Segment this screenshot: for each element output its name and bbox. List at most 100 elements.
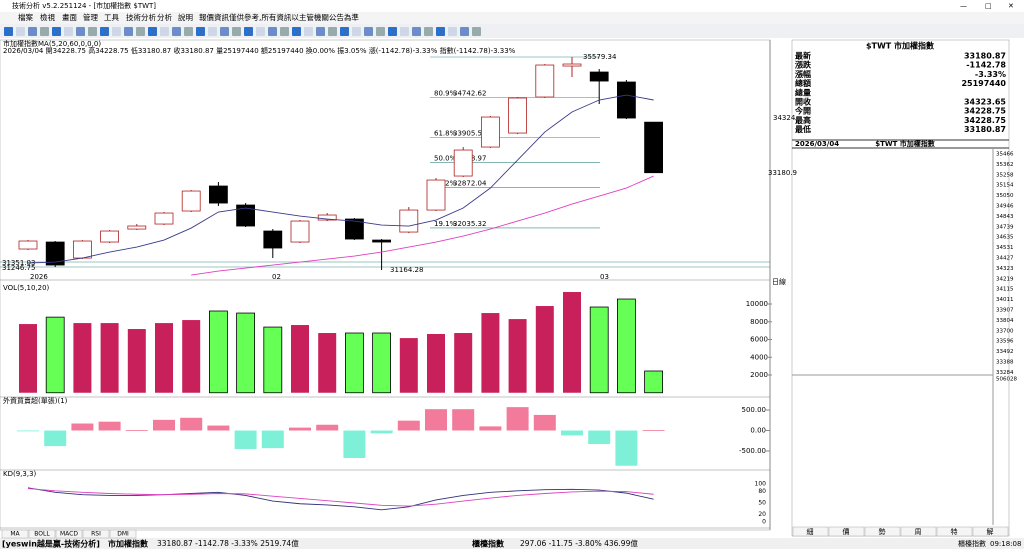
toolbar-button[interactable] [208,27,217,36]
toolbar-button[interactable] [412,27,421,36]
maximize[interactable]: □ [985,2,992,10]
minute-tab[interactable] [900,526,937,537]
minute-tab-label[interactable]: 解 [987,527,994,536]
minimize[interactable]: — [960,2,967,10]
toolbar-button[interactable] [232,27,241,36]
volume-bar [535,306,554,393]
toolbar-button[interactable] [448,27,457,36]
toolbar-button[interactable] [244,27,253,36]
toolbar-button[interactable] [388,27,397,36]
candle-body [372,239,392,243]
foreign-bar [261,430,284,449]
fib-pct: 50.0% [434,155,457,163]
minute-tab-label[interactable]: 價 [843,527,850,536]
toolbar-button[interactable] [424,27,433,36]
tab-label[interactable]: BOLL [34,531,50,538]
minute-scale: 34115 [996,287,1014,293]
toolbar-button[interactable] [340,27,349,36]
toolbar-button[interactable] [76,27,85,36]
toolbar-button[interactable] [220,27,229,36]
y-tick-label: 6000 [750,336,768,344]
minute-tab-label[interactable]: 勢 [879,527,886,536]
toolbar-button[interactable] [172,27,181,36]
toolbar-button[interactable] [52,27,61,36]
toolbar-button[interactable] [112,27,121,36]
toolbar-button[interactable] [196,27,205,36]
tab-label[interactable]: DMI [117,531,129,538]
toolbar-button[interactable] [436,27,445,36]
toolbar-button[interactable] [328,27,337,36]
toolbar-button[interactable] [316,27,325,36]
tab[interactable] [28,529,56,539]
minute-tab[interactable] [972,526,1009,537]
menu-item[interactable]: 檢視 [40,12,55,22]
price-axis-label: 33180.9 [768,169,797,177]
toolbar-button[interactable] [64,27,73,36]
menu-item[interactable]: 分析 [157,12,172,22]
menu-item[interactable]: 報價資訊僅供參考,所有資訊以主管機關公告為準 [199,12,359,22]
toolbar-button[interactable] [352,27,361,36]
toolbar-button[interactable] [100,27,109,36]
minute-tab[interactable] [828,526,865,537]
toolbar-button[interactable] [124,27,133,36]
menu-item[interactable]: 工具 [104,13,119,22]
toolbar-button[interactable] [256,27,265,36]
toolbar-button[interactable] [400,27,409,36]
toolbar-button[interactable] [28,27,37,36]
toolbar-button[interactable] [268,27,277,36]
tab[interactable] [55,529,83,539]
toolbar-button[interactable] [292,27,301,36]
toolbar-button[interactable] [280,27,289,36]
close[interactable]: ✕ [1008,2,1014,10]
menu-item[interactable]: 畫面 [62,12,77,22]
toolbar-button[interactable] [472,27,481,36]
foreign-bar [425,409,447,431]
menu-item[interactable]: 技術分析 [126,12,156,22]
toolbar-button[interactable] [88,27,97,36]
tab[interactable] [109,529,137,539]
menu-item[interactable]: 檔案 [18,12,33,22]
quote-label: 最低 [795,124,811,134]
tab-label[interactable]: MACD [60,531,78,538]
minute-scale: 35258 [996,172,1014,178]
toolbar-button[interactable] [376,27,385,36]
toolbar-button[interactable] [160,27,169,36]
tab[interactable] [1,529,29,539]
toolbar-button[interactable] [16,27,25,36]
minute-tab-label[interactable]: 周 [915,528,922,536]
fib-value: 32872.04 [453,180,487,188]
foreign-bar [289,427,311,431]
toolbar-button[interactable] [148,27,157,36]
minute-tab[interactable] [864,526,901,537]
menu-item[interactable]: 說明 [178,12,193,22]
minute-tab[interactable] [792,526,829,537]
minute-tab-label[interactable]: 細 [807,527,814,536]
toolbar-button[interactable] [4,27,13,36]
tab-label[interactable]: RSI [91,531,101,538]
status-right-name: 櫃檯指數 [958,539,986,548]
minute-scale: 34011 [996,297,1014,303]
toolbar-button[interactable] [304,27,313,36]
minute-tab-label[interactable]: 特 [951,527,958,536]
menu-item[interactable]: 管理 [83,12,98,22]
quote-value: 33180.87 [964,125,1006,134]
fib-value: 32035.32 [453,220,486,228]
volume-bar [127,329,146,393]
minute-tab[interactable] [936,526,973,537]
volume-bar [427,333,445,393]
foreign-bar [588,430,611,445]
toolbar-button[interactable] [136,27,145,36]
minute-scale: 34219 [996,276,1014,282]
tab-label[interactable]: MA [10,531,20,538]
quote-value: 34323.65 [964,98,1006,107]
status-time: 09:18:08 [990,540,1021,548]
toolbar-button[interactable] [40,27,49,36]
toolbar-button[interactable] [184,27,193,36]
period-label: 日線 [772,277,786,286]
toolbar-button[interactable] [460,27,469,36]
volume-bar [399,338,418,393]
minute-scale: 35154 [996,183,1014,189]
tab[interactable] [82,529,110,539]
toolbar-button[interactable] [364,27,373,36]
y-tick-label: 100 [755,481,767,488]
